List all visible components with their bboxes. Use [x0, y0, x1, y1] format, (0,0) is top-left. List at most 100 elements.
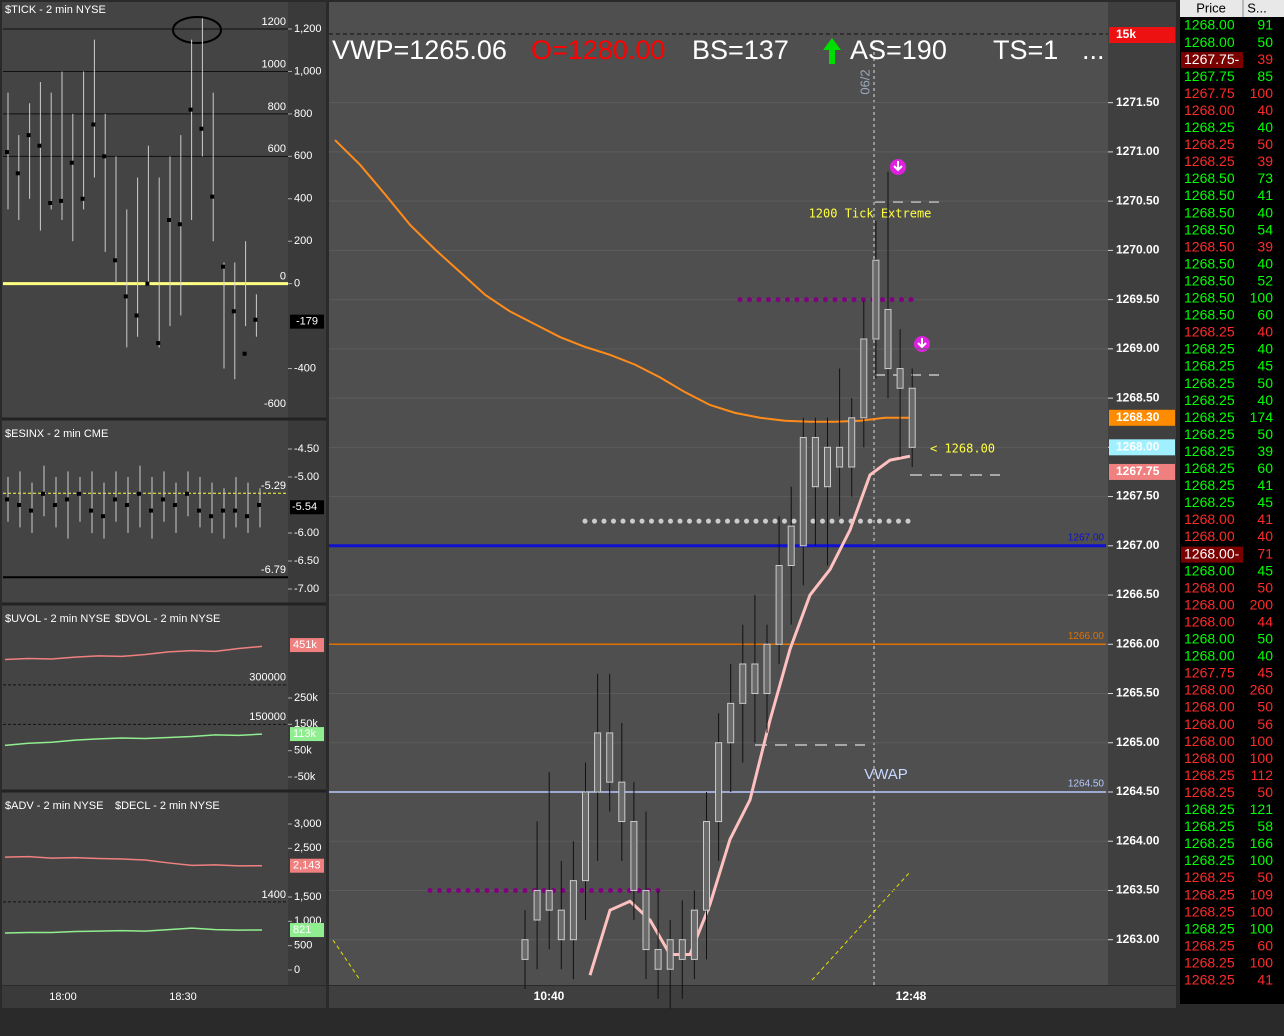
ts-size: 91 — [1257, 17, 1273, 33]
y-tick-label: 600 — [294, 150, 312, 162]
ts-size: 100 — [1250, 954, 1274, 970]
ts-size: 40 — [1257, 528, 1273, 544]
candle-body — [727, 702, 735, 744]
tick-close — [123, 294, 128, 299]
ts-price: 1268.00 — [1184, 17, 1235, 33]
price-axis — [1108, 2, 1176, 985]
esinx-close — [53, 503, 57, 507]
candle-body — [908, 387, 916, 448]
ts-price: 1268.00 — [1184, 699, 1235, 715]
level-label: -600 — [264, 398, 286, 410]
panel-title: $ESINX - 2 min CME — [5, 428, 108, 440]
last-label: 451k — [293, 639, 317, 651]
y-tick-label: 1265.00 — [1116, 735, 1160, 749]
up-curve — [4, 927, 263, 934]
last-box — [290, 923, 324, 938]
esinx-close — [29, 508, 33, 513]
y-tick-label: -6.00 — [294, 527, 319, 539]
candle-body — [703, 821, 710, 911]
level-label: 300000 — [249, 672, 286, 684]
candle-body — [654, 949, 662, 970]
candle-body — [824, 446, 831, 488]
up-curve — [4, 733, 263, 747]
left-axis — [288, 2, 326, 985]
candle-body — [787, 525, 795, 567]
ts-size: 200 — [1250, 596, 1274, 612]
ts-price: 1268.00 — [1184, 682, 1235, 698]
candle-body — [884, 308, 892, 370]
candle-body — [557, 909, 565, 941]
tick-close — [80, 196, 85, 201]
ts-size: 100 — [1250, 903, 1274, 919]
ts-size: 100 — [1250, 852, 1274, 868]
ts-price: 1268.00 — [1184, 579, 1235, 595]
ts-size: 50 — [1257, 699, 1273, 715]
ts-size: 121 — [1250, 801, 1274, 817]
last-box — [290, 500, 324, 515]
y-tick-label: 1263.50 — [1116, 883, 1160, 897]
trend-line — [332, 939, 361, 981]
esinx-close — [65, 497, 69, 502]
tick-close — [69, 160, 74, 165]
esinx-close — [245, 514, 249, 519]
candle-body — [582, 791, 589, 882]
y-tick-label: 1271.50 — [1116, 95, 1160, 109]
panel-title: $DVOL - 2 min NYSE — [115, 613, 220, 625]
level-label: 1267.00 — [1068, 532, 1105, 543]
candle-body — [872, 259, 880, 340]
tick-close — [221, 264, 225, 269]
y-tick-label: 0 — [294, 278, 300, 290]
time-label: 18:30 — [169, 991, 197, 1003]
time-sales — [1180, 2, 1284, 1004]
price-box — [1109, 463, 1175, 480]
ts-price: 1268.25 — [1184, 409, 1235, 425]
tick-close — [59, 198, 63, 203]
ts-size: 40 — [1257, 341, 1273, 357]
ts-price: 1268.25 — [1184, 443, 1235, 459]
ts-size: 58 — [1257, 818, 1273, 834]
panel-title: $TICK - 2 min NYSE — [5, 4, 106, 16]
esinx-close — [257, 503, 261, 507]
ts-size: 100 — [1250, 750, 1274, 766]
ts-header-label: S... — [1247, 0, 1267, 15]
ts-price: 1268.00 — [1184, 613, 1235, 629]
ts-price: 1268.00 — [1184, 562, 1235, 578]
y-tick-label: 2,500 — [294, 842, 322, 854]
y-tick-label: 1264.50 — [1116, 784, 1160, 798]
y-tick-label: 50k — [294, 745, 312, 757]
panel-title: $DECL - 2 min NYSE — [115, 800, 220, 812]
candle-body — [618, 781, 626, 823]
ts-size: 40 — [1257, 255, 1273, 271]
level-label: 1400 — [262, 889, 286, 901]
y-tick-label: 1270.00 — [1116, 243, 1160, 257]
ts-price: 1268.50 — [1184, 170, 1235, 186]
candle-body — [799, 436, 807, 547]
y-tick-label: 1,000 — [294, 65, 322, 77]
ts-price: 1267.75 — [1184, 85, 1235, 101]
ts-size: 40 — [1257, 119, 1273, 135]
tick-close — [48, 201, 53, 206]
ts-size: 56 — [1257, 716, 1273, 732]
ts-size: 41 — [1257, 477, 1273, 493]
y-tick-label: 800 — [294, 108, 312, 120]
candle-body — [811, 436, 819, 488]
ts-price: 1268.25 — [1184, 767, 1235, 783]
last-label: -179 — [296, 316, 318, 328]
esinx-close — [17, 503, 21, 507]
time-label: 12:48 — [896, 989, 927, 1003]
ts-size: 40 — [1257, 204, 1273, 220]
ts-size: 50 — [1257, 136, 1273, 152]
price-box — [1109, 439, 1175, 456]
ts-price: 1268.00- — [1184, 545, 1240, 561]
level-label: -6.79 — [261, 564, 286, 576]
ts-price: 1268.25 — [1184, 972, 1235, 988]
ts-size: 39 — [1257, 153, 1273, 169]
ts-size: 260 — [1250, 682, 1274, 698]
y-tick-label: 1267.50 — [1116, 489, 1160, 503]
esinx-close — [221, 508, 225, 513]
ts-size: 60 — [1257, 460, 1273, 476]
esinx-close — [77, 491, 81, 496]
tick-close — [113, 258, 117, 263]
last-label: 113k — [293, 728, 317, 740]
